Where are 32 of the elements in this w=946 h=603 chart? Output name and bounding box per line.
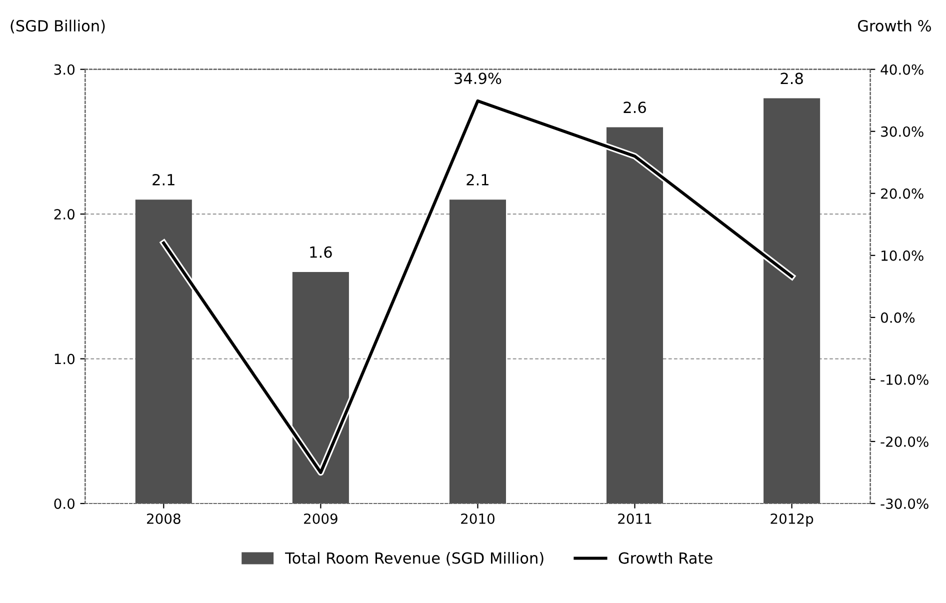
y2-tick-label: 20.0% xyxy=(881,188,924,199)
x-tick-label: 2011 xyxy=(618,513,652,524)
bar xyxy=(135,200,192,504)
bar xyxy=(606,127,664,504)
legend-label: Growth Rate xyxy=(618,552,712,564)
y2-tick-label: 10.0% xyxy=(882,250,924,261)
bar xyxy=(292,272,349,504)
y-tick-label: 1.0 xyxy=(54,354,74,364)
y2-axis-title: Growth % xyxy=(858,20,931,32)
x-tick-label: 2012p xyxy=(770,513,814,527)
y-axis-title: (SGD Billion) xyxy=(10,20,105,34)
bar xyxy=(449,200,506,504)
y2-tick-label: -30.0% xyxy=(880,498,928,509)
y2-tick-label: -10.0% xyxy=(880,374,928,385)
x-tick-label: 2008 xyxy=(147,513,180,524)
data-label: 1.6 xyxy=(310,246,332,258)
legend-label: Total Room Revenue (SGD Million) xyxy=(285,552,544,566)
data-label: 2.1 xyxy=(152,174,174,186)
y2-tick-label: 30.0% xyxy=(881,126,924,137)
data-label: 2.8 xyxy=(780,72,803,84)
y-tick-label: 2.0 xyxy=(54,209,74,220)
data-label: 2.1 xyxy=(466,174,488,186)
data-label: 34.9% xyxy=(454,72,502,84)
y-tick-label: 3.0 xyxy=(54,64,74,75)
x-tick-label: 2010 xyxy=(461,513,494,524)
bar xyxy=(764,98,820,504)
y2-tick-label: 40.0% xyxy=(880,64,924,75)
x-tick-label: 2009 xyxy=(304,513,338,524)
y2-tick-label: 0.0% xyxy=(880,312,915,323)
y-tick-label: 0.0 xyxy=(54,498,74,509)
y2-tick-label: -20.0% xyxy=(880,436,928,447)
data-label: 2.6 xyxy=(624,102,646,114)
